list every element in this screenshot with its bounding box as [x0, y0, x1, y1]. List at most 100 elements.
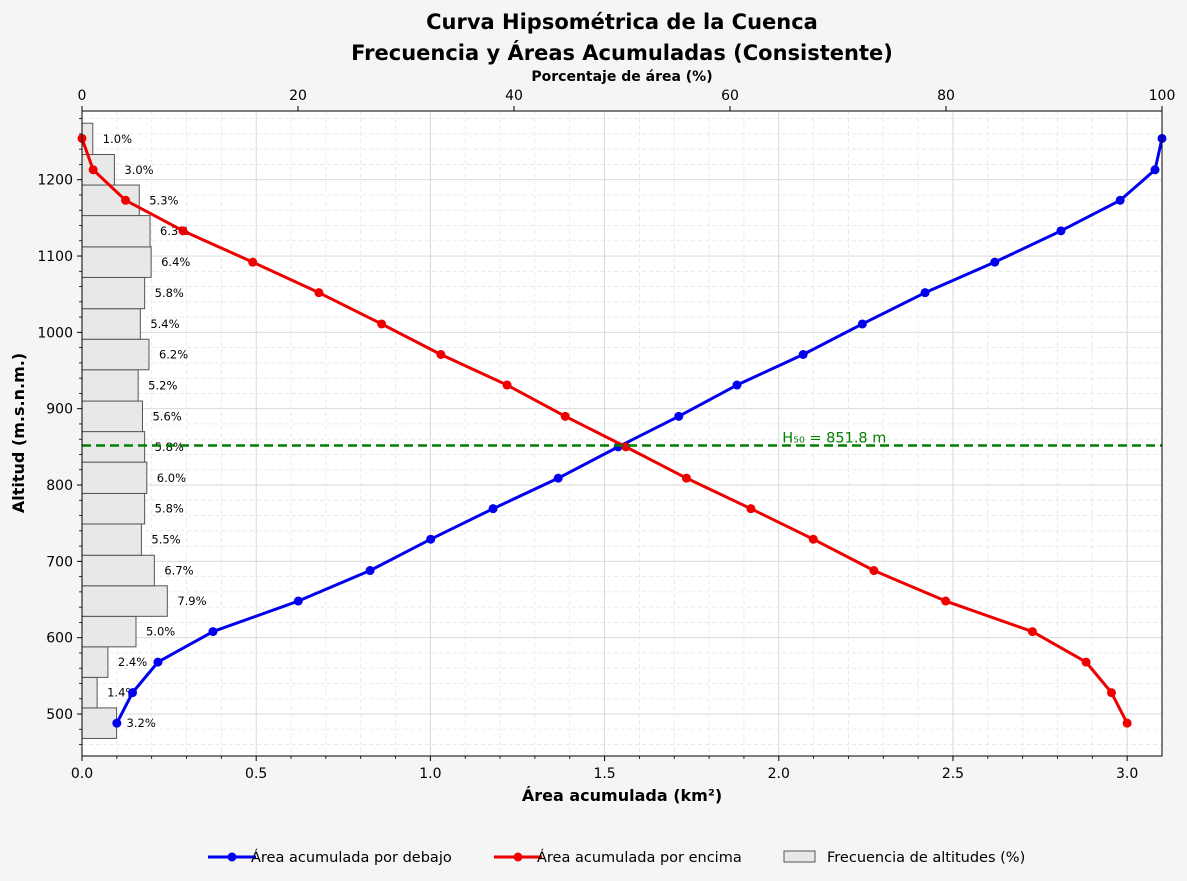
- series-lines: [77, 133, 1167, 728]
- y-tick-label: 500: [46, 707, 73, 723]
- frequency-bar-label: 5.8%: [155, 440, 184, 454]
- chart-title-line-2: Frecuencia y Áreas Acumuladas (Consisten…: [351, 40, 893, 65]
- frequency-bar-label: 1.0%: [103, 132, 132, 146]
- frequency-bar: [81, 615, 137, 648]
- series-point-above: [746, 504, 756, 514]
- frequency-bar: [81, 676, 98, 709]
- series-point-above: [178, 226, 188, 236]
- series-point-below: [365, 566, 375, 576]
- y-tick-label: 1200: [37, 173, 73, 189]
- legend-frequency-label: Frecuencia de altitudes (%): [827, 850, 1025, 866]
- frequency-bar-label: 5.2%: [148, 378, 177, 392]
- series-point-above: [869, 566, 879, 576]
- series-line-below: [115, 138, 1164, 724]
- frequency-bar-label: 3.2%: [127, 716, 156, 730]
- frequency-bar: [81, 369, 139, 402]
- series-point-above: [1081, 657, 1091, 667]
- legend-above-marker: [513, 852, 523, 862]
- top-tick-label: 100: [1149, 88, 1176, 104]
- frequency-bar: [81, 338, 150, 371]
- frequency-bar: [81, 246, 152, 278]
- y-tick-label: 1000: [37, 325, 73, 341]
- frequency-bar-label: 5.3%: [149, 193, 178, 207]
- y-tick-label: 900: [46, 402, 73, 418]
- series-point-above: [560, 411, 570, 421]
- frequency-bars: 3.2%1.4%2.4%5.0%7.9%6.7%5.5%5.8%6.0%5.8%…: [81, 122, 207, 739]
- frequency-bar-label: 6.4%: [161, 255, 190, 269]
- series-point-above: [621, 442, 631, 452]
- x-tick-label: 0.5: [245, 766, 267, 782]
- frequency-bar-label: 2.4%: [118, 655, 147, 669]
- x-axis-label: Área acumulada (km²): [522, 786, 722, 805]
- top-tick-label: 20: [289, 88, 307, 104]
- y-tick-label: 700: [46, 554, 73, 570]
- series-point-below: [674, 411, 684, 421]
- series-point-above: [1122, 718, 1132, 728]
- series-point-below: [488, 504, 498, 514]
- frequency-bar: [81, 400, 143, 433]
- top-tick-label: 40: [505, 88, 523, 104]
- h50-reference: H₅₀ = 851.8 m: [82, 430, 1162, 447]
- series-point-below: [732, 380, 742, 390]
- x-tick-label: 1.0: [419, 766, 441, 782]
- frequency-bar-label: 6.2%: [159, 347, 188, 361]
- y-tick-label: 600: [46, 631, 73, 647]
- frequency-bar-label: 7.9%: [177, 594, 206, 608]
- frequency-bar-label: 6.0%: [157, 471, 186, 485]
- x-tick-label: 2.5: [942, 766, 964, 782]
- series-point-above: [248, 257, 258, 267]
- legend-below-marker: [227, 852, 237, 862]
- frequency-bar-label: 6.7%: [164, 564, 193, 578]
- x-tick-label: 3.0: [1116, 766, 1138, 782]
- series-point-above: [377, 319, 387, 329]
- frequency-bar-label: 5.8%: [155, 502, 184, 516]
- frequency-bar-label: 5.0%: [146, 625, 175, 639]
- x-tick-label: 2.0: [768, 766, 790, 782]
- legend: Área acumulada por debajo Área acumulada…: [208, 849, 1025, 866]
- series-point-below: [112, 718, 122, 728]
- frequency-bar-label: 5.8%: [155, 286, 184, 300]
- series-point-above: [502, 380, 512, 390]
- frequency-bar: [81, 184, 140, 217]
- legend-above-label: Área acumulada por encima: [537, 849, 742, 866]
- series-point-above: [88, 165, 98, 175]
- series-point-below: [920, 288, 930, 298]
- frequency-bar: [81, 308, 141, 340]
- series-line-above: [80, 137, 1129, 724]
- series-point-below: [1056, 226, 1066, 236]
- frequency-bar: [81, 431, 146, 463]
- plot-frame: [81, 110, 1163, 757]
- series-point-above: [808, 534, 818, 544]
- series-point-above: [121, 195, 131, 205]
- series-point-below: [426, 534, 436, 544]
- series-point-below: [293, 596, 303, 606]
- y-tick-label: 1100: [37, 249, 73, 265]
- frequency-bar: [81, 215, 151, 248]
- frequency-bar: [81, 585, 168, 617]
- series-point-below: [153, 657, 163, 667]
- top-tick-label: 0: [78, 88, 87, 104]
- x-tick-label: 0.0: [71, 766, 93, 782]
- legend-below-label: Área acumulada por debajo: [251, 849, 452, 866]
- grid-lines: [81, 111, 1163, 756]
- legend-frequency-swatch: [783, 850, 816, 863]
- frequency-bar-label: 5.6%: [152, 409, 181, 423]
- h50-label: H₅₀ = 851.8 m: [782, 430, 886, 446]
- frequency-bar: [81, 461, 148, 494]
- top-axis-label: Porcentaje de área (%): [531, 69, 712, 85]
- frequency-bar-label: 3.0%: [124, 163, 153, 177]
- frequency-bar: [81, 154, 115, 186]
- series-point-below: [553, 473, 563, 483]
- frequency-bar: [81, 646, 109, 678]
- chart-title-line-1: Curva Hipsométrica de la Cuenca: [426, 10, 818, 34]
- series-point-below: [990, 257, 1000, 267]
- series-point-above: [314, 288, 324, 298]
- plot-area: [82, 111, 1162, 756]
- frequency-bar: [81, 523, 142, 556]
- series-point-below: [798, 349, 808, 359]
- series-point-above: [436, 349, 446, 359]
- series-point-above: [1106, 688, 1116, 698]
- y-axis-label: Altitud (m.s.n.m.): [9, 353, 28, 513]
- top-tick-label: 80: [937, 88, 955, 104]
